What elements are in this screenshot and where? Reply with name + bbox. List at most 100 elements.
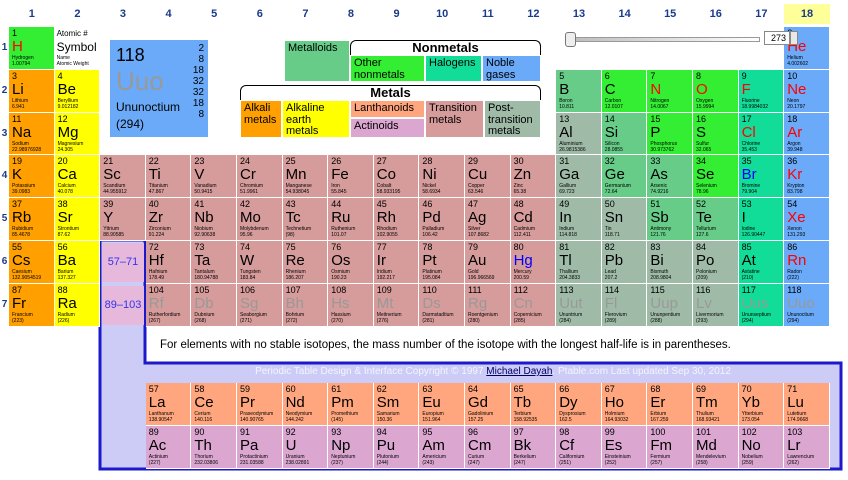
- element-cell[interactable]: 32 Ge Germanium 72.64: [601, 155, 648, 199]
- element-cell[interactable]: 88 Ra Radium (226): [54, 283, 101, 327]
- legend-item[interactable]: Other nonmetals: [350, 55, 425, 82]
- element-cell[interactable]: 53 I Iodine 126.90447: [738, 198, 785, 241]
- element-cell[interactable]: 10 Ne Neon 20.1797: [784, 69, 830, 113]
- legend-item[interactable]: Actinoids: [350, 118, 425, 138]
- element-cell[interactable]: 45 Rh Rhodium 102.9055: [373, 198, 420, 241]
- element-cell[interactable]: 82 Pb Lead 207.2: [601, 241, 648, 284]
- element-cell[interactable]: 50 Sn Tin 118.71: [601, 198, 648, 241]
- element-cell[interactable]: 105 Db Dubnium (268): [191, 283, 237, 327]
- element-cell[interactable]: 115 Uup Ununpentium (288): [647, 283, 693, 327]
- element-cell[interactable]: 31 Ga Gallium 69.723: [556, 155, 602, 199]
- spin-button[interactable]: [790, 31, 798, 45]
- element-cell[interactable]: 69 Tm Thulium 168.93421: [693, 383, 739, 426]
- element-cell[interactable]: 40 Zr Zirconium 91.224: [145, 198, 192, 241]
- element-cell[interactable]: 7 N Nitrogen 14.0067: [647, 69, 693, 113]
- element-cell[interactable]: 23 V Vanadium 50.9415: [191, 155, 237, 199]
- element-cell[interactable]: 39 Y Yttrium 88.90585: [100, 198, 146, 241]
- element-cell[interactable]: 84 Po Polonium (209): [693, 241, 739, 284]
- element-cell[interactable]: 57 La Lanthanum 138.90547: [145, 383, 192, 426]
- legend-item[interactable]: Metalloids: [284, 40, 350, 82]
- element-cell[interactable]: 17 Cl Chlorine 35.453: [738, 112, 785, 156]
- element-cell[interactable]: 77 Ir Iridium 192.217: [373, 241, 420, 284]
- element-cell[interactable]: 56 Ba Barium 137.327: [54, 241, 101, 284]
- element-cell[interactable]: 35 Br Bromine 79.904: [738, 155, 785, 199]
- element-cell[interactable]: 110 Ds Darmstadtium (281): [419, 283, 465, 327]
- element-cell[interactable]: 42 Mo Molybdenum 95.96: [237, 198, 283, 241]
- element-cell[interactable]: 75 Re Rhenium 186.207: [282, 241, 329, 284]
- element-cell[interactable]: 66 Dy Dysprosium 162.5: [556, 383, 602, 426]
- element-cell[interactable]: 33 As Arsenic 74.9216: [647, 155, 693, 199]
- element-cell[interactable]: 89 Ac Actinium (227): [145, 426, 192, 469]
- element-cell[interactable]: 34 Se Selenium 78.96: [693, 155, 739, 199]
- element-cell[interactable]: 81 Tl Thallium 204.3833: [556, 241, 602, 284]
- legend-item[interactable]: Lanthanoids: [350, 100, 425, 118]
- element-cell[interactable]: 85 At Astatine (210): [738, 241, 785, 284]
- element-cell[interactable]: 113 Uut Ununtrium (284): [556, 283, 602, 327]
- element-cell[interactable]: 48 Cd Cadmium 112.411: [510, 198, 557, 241]
- element-cell[interactable]: 92 U Uranium 238.02891: [282, 426, 329, 469]
- element-cell[interactable]: 90 Th Thorium 232.03806: [191, 426, 237, 469]
- element-cell[interactable]: 11 Na Sodium 22.98976928: [9, 112, 55, 156]
- element-cell[interactable]: 97 Bk Berkelium (247): [510, 426, 557, 469]
- author-link[interactable]: Michael Dayah: [486, 366, 553, 377]
- element-cell[interactable]: 116 Lv Livermorium (293): [693, 283, 739, 327]
- element-cell[interactable]: 29 Cu Copper 63.546: [465, 155, 511, 199]
- element-cell[interactable]: 118 Uuo Ununoctium (294): [784, 283, 830, 327]
- slider-thumb[interactable]: [565, 32, 576, 47]
- element-cell[interactable]: 59 Pr Praseodymium 140.90765: [237, 383, 283, 426]
- element-cell[interactable]: 44 Ru Ruthenium 101.07: [328, 198, 374, 241]
- element-cell[interactable]: 114 Fl Flerovium (289): [601, 283, 648, 327]
- element-cell[interactable]: 49 In Indium 114.818: [556, 198, 602, 241]
- element-cell[interactable]: 24 Cr Chromium 51.9961: [237, 155, 283, 199]
- element-cell[interactable]: 98 Cf Californium (251): [556, 426, 602, 469]
- element-cell[interactable]: 16 S Sulfur 32.065: [693, 112, 739, 156]
- element-cell[interactable]: 19 K Potassium 39.0983: [9, 155, 55, 199]
- legend-item[interactable]: Noble gases: [482, 55, 541, 82]
- element-cell[interactable]: 21 Sc Scandium 44.955912: [100, 155, 146, 199]
- element-cell[interactable]: 99 Es Einsteinium (252): [601, 426, 648, 469]
- element-cell[interactable]: 94 Pu Plutonium (244): [373, 426, 420, 469]
- element-cell[interactable]: 20 Ca Calcium 40.078: [54, 155, 101, 199]
- element-cell[interactable]: 102 No Nobelium (259): [738, 426, 785, 469]
- element-cell[interactable]: 58 Ce Cerium 140.116: [191, 383, 237, 426]
- element-cell[interactable]: 103 Lr Lawrencium (262): [784, 426, 830, 469]
- legend-item[interactable]: Transition metals: [425, 100, 484, 138]
- element-cell[interactable]: 74 W Tungsten 183.84: [237, 241, 283, 284]
- element-cell[interactable]: 106 Sg Seaborgium (271): [237, 283, 283, 327]
- element-cell[interactable]: 68 Er Erbium 167.259: [647, 383, 693, 426]
- element-cell[interactable]: 101 Md Mendelevium (258): [693, 426, 739, 469]
- element-cell[interactable]: 86 Rn Radon (222): [784, 241, 830, 284]
- element-cell[interactable]: 27 Co Cobalt 58.933195: [373, 155, 420, 199]
- element-cell[interactable]: 38 Sr Strontium 87.62: [54, 198, 101, 241]
- element-cell[interactable]: 67 Ho Holmium 164.93032: [601, 383, 648, 426]
- element-cell[interactable]: 91 Pa Protactinium 231.03588: [237, 426, 283, 469]
- element-cell[interactable]: 43 Tc Technetium (98): [282, 198, 329, 241]
- element-cell[interactable]: 62 Sm Samarium 150.36: [373, 383, 420, 426]
- element-cell[interactable]: 100 Fm Fermium (257): [647, 426, 693, 469]
- element-cell[interactable]: 93 Np Neptunium (237): [328, 426, 374, 469]
- legend-item[interactable]: Alkaline earth metals: [282, 100, 350, 138]
- element-cell[interactable]: 8 O Oxygen 15.9994: [693, 69, 739, 113]
- element-cell[interactable]: 3 Li Lithium 6.941: [9, 69, 55, 113]
- element-cell[interactable]: 41 Nb Niobium 92.90638: [191, 198, 237, 241]
- element-cell[interactable]: 117 Uus Ununseptium (294): [738, 283, 785, 327]
- element-cell[interactable]: 37 Rb Rubidium 85.4678: [9, 198, 55, 241]
- element-cell[interactable]: 15 P Phosphorus 30.973762: [647, 112, 693, 156]
- element-cell[interactable]: 63 Eu Europium 151.964: [419, 383, 465, 426]
- element-cell[interactable]: 18 Ar Argon 39.948: [784, 112, 830, 156]
- element-cell[interactable]: 71 Lu Lutetium 174.9668: [784, 383, 830, 426]
- element-cell[interactable]: 54 Xe Xenon 131.293: [784, 198, 830, 241]
- element-cell[interactable]: 70 Yb Ytterbium 173.054: [738, 383, 785, 426]
- element-cell[interactable]: 95 Am Americium (243): [419, 426, 465, 469]
- element-cell[interactable]: 107 Bh Bohrium (272): [282, 283, 329, 327]
- temperature-input[interactable]: 273: [764, 31, 790, 45]
- element-cell[interactable]: 6 C Carbon 12.0107: [601, 69, 648, 113]
- element-cell[interactable]: 26 Fe Iron 55.845: [328, 155, 374, 199]
- element-cell[interactable]: 13 Al Aluminium 26.9815386: [556, 112, 602, 156]
- element-cell[interactable]: 52 Te Tellurium 127.6: [693, 198, 739, 241]
- element-cell[interactable]: 5 B Boron 10.811: [556, 69, 602, 113]
- element-cell[interactable]: 51 Sb Antimony 121.76: [647, 198, 693, 241]
- element-cell[interactable]: 108 Hs Hassium (270): [328, 283, 374, 327]
- element-cell[interactable]: 109 Mt Meitnerium (276): [373, 283, 420, 327]
- element-cell[interactable]: 61 Pm Promethium (145): [328, 383, 374, 426]
